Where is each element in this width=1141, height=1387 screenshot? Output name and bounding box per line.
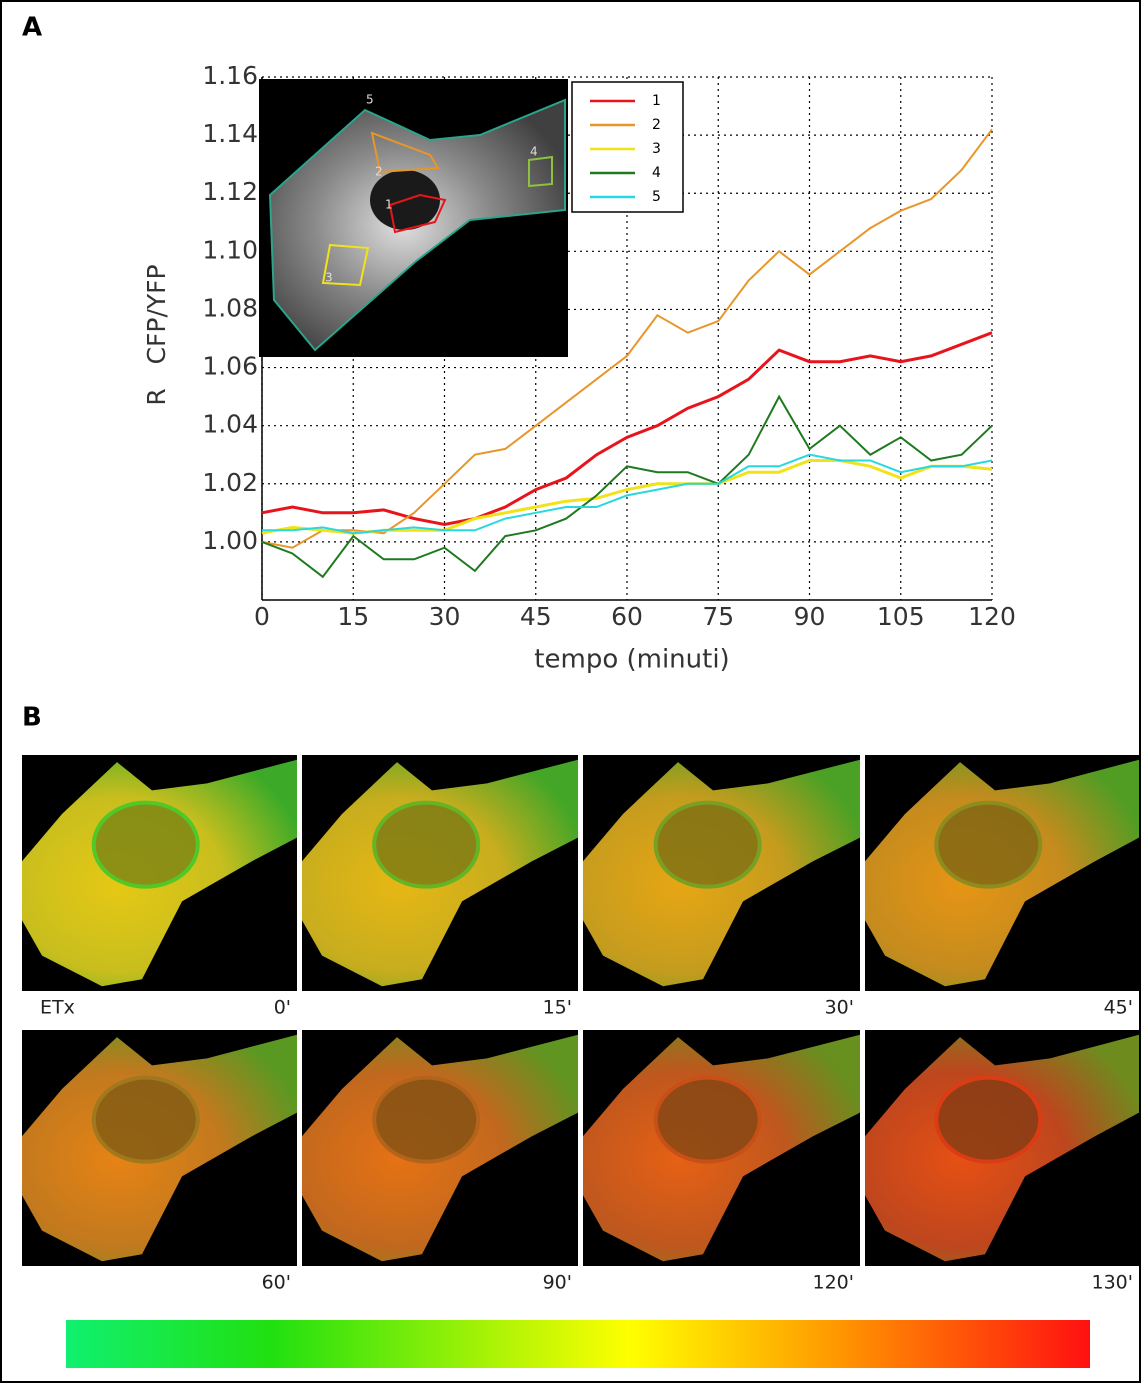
x-axis-label: tempo (minuti) bbox=[534, 645, 729, 675]
y-tick-label: 1.10 bbox=[202, 235, 258, 264]
x-tick-label: 75 bbox=[702, 602, 734, 631]
time-label: 90' bbox=[543, 1272, 572, 1294]
nucleus bbox=[934, 800, 1043, 889]
x-tick-label: 15 bbox=[337, 602, 369, 631]
roi-label: 2 bbox=[375, 165, 383, 179]
y-tick-label: 1.14 bbox=[202, 119, 258, 148]
cell-image bbox=[583, 1030, 860, 1266]
time-label: 30' bbox=[825, 997, 854, 1019]
nucleus bbox=[372, 1075, 481, 1164]
x-tick-label: 60 bbox=[611, 602, 643, 631]
cell-image bbox=[583, 755, 860, 991]
image-strip: 0' 15' 30' 45' 60' 90' 120' 130' ETx bbox=[22, 755, 1139, 1294]
color-bar bbox=[66, 1320, 1090, 1368]
cell-image bbox=[302, 755, 578, 991]
legend-label: 1 bbox=[652, 93, 661, 109]
legend-box bbox=[571, 81, 684, 213]
roi-label: 3 bbox=[325, 271, 333, 285]
legend-label: 2 bbox=[652, 117, 661, 133]
cell-image bbox=[865, 755, 1139, 991]
x-tick-label: 45 bbox=[520, 602, 552, 631]
series-line bbox=[262, 453, 993, 535]
nucleus bbox=[653, 800, 762, 889]
x-tick-label: 90 bbox=[794, 602, 826, 631]
panel-label: B bbox=[22, 703, 42, 733]
x-tick-label: 120 bbox=[968, 602, 1016, 631]
legend-label: 4 bbox=[652, 165, 661, 181]
roi-label: 5 bbox=[366, 93, 374, 107]
nucleus bbox=[91, 800, 200, 889]
time-label: 130' bbox=[1092, 1272, 1134, 1294]
legend-label: 3 bbox=[652, 141, 661, 157]
roi-label: 4 bbox=[530, 145, 538, 159]
nucleus bbox=[934, 1075, 1043, 1164]
time-label: 15' bbox=[543, 997, 572, 1019]
inset-image: 1 2 3 4 5 bbox=[259, 79, 568, 357]
cell-image bbox=[302, 1030, 578, 1266]
series-line bbox=[261, 331, 993, 527]
series-line bbox=[261, 128, 993, 549]
legend: 1 2 3 4 5 bbox=[571, 81, 684, 213]
nucleus bbox=[372, 800, 481, 889]
nucleus bbox=[91, 1075, 200, 1164]
y-tick-label: 1.08 bbox=[202, 293, 258, 322]
y-tick-label: 1.12 bbox=[202, 177, 258, 206]
time-label: 45' bbox=[1104, 997, 1133, 1019]
y-tick-label: 1.02 bbox=[202, 468, 258, 497]
panel-label: A bbox=[22, 13, 42, 43]
series-line bbox=[261, 394, 993, 579]
y-tick-label: 1.00 bbox=[202, 526, 258, 555]
x-tick-label: 0 bbox=[254, 602, 270, 631]
cell-image bbox=[865, 1030, 1139, 1266]
nucleus bbox=[653, 1075, 762, 1164]
y-tick-label: 1.06 bbox=[202, 352, 258, 381]
cell-image bbox=[22, 1030, 297, 1266]
legend-label: 5 bbox=[652, 189, 661, 205]
treatment-label: ETx bbox=[40, 997, 75, 1019]
roi-label: 1 bbox=[385, 198, 393, 212]
y-tick-label: 1.04 bbox=[202, 410, 258, 439]
time-label: 120' bbox=[813, 1272, 855, 1294]
x-tick-label: 30 bbox=[429, 602, 461, 631]
cell-image bbox=[22, 755, 297, 991]
x-tick-label: 105 bbox=[877, 602, 925, 631]
time-label: 0' bbox=[274, 997, 291, 1019]
time-label: 60' bbox=[262, 1272, 291, 1294]
y-axis-label: R CFP/YFP bbox=[142, 264, 171, 405]
y-tick-label: 1.16 bbox=[202, 61, 258, 90]
